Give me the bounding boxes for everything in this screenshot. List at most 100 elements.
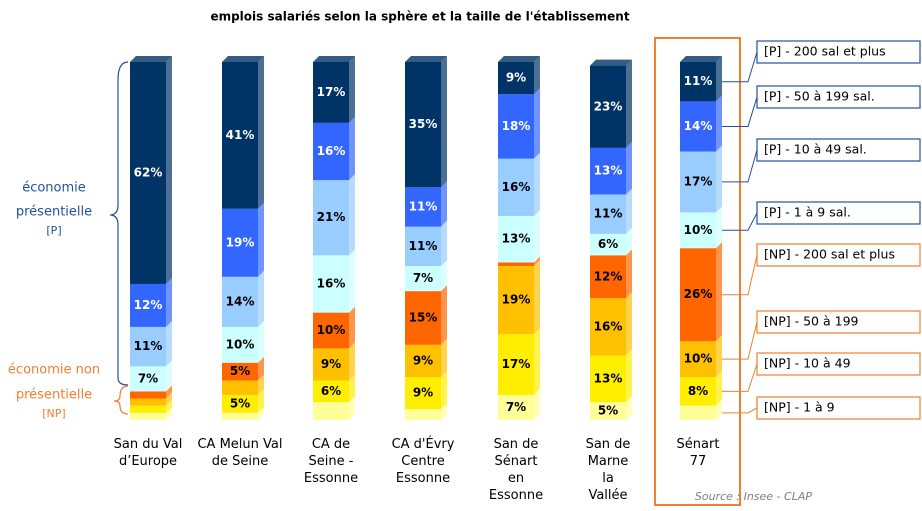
bar-side: [626, 249, 632, 299]
bar-side: [349, 116, 355, 181]
bar-side: [258, 406, 264, 420]
bar-top: [498, 56, 540, 62]
annotation: présentielle: [16, 205, 92, 220]
legend-box: [756, 310, 921, 334]
bar-segment: [222, 394, 258, 413]
data-label: 17%: [317, 85, 346, 99]
bar-side: [349, 374, 355, 403]
bar-segment: [313, 122, 349, 181]
bar-side: [349, 249, 355, 313]
bar-side: [716, 206, 722, 249]
data-label: 9%: [321, 357, 341, 371]
bar-side: [258, 202, 264, 277]
bar-segment: [313, 348, 349, 381]
data-label: 19%: [502, 293, 531, 307]
bar-segment: [680, 101, 716, 152]
bar-side: [716, 399, 722, 420]
bar-side: [534, 88, 540, 159]
data-label: 7%: [413, 271, 433, 285]
bar-segment: [405, 62, 441, 188]
bar-segment: [498, 262, 534, 267]
bar-segment: [498, 334, 534, 395]
bar-side: [166, 406, 172, 420]
bar-segment: [590, 402, 626, 420]
bar-segment: [130, 326, 166, 367]
bar-segment: [130, 412, 166, 420]
bar-side: [441, 260, 447, 292]
legend-label: [P] - 1 à 9 sal.: [764, 205, 851, 220]
bar-side: [626, 292, 632, 356]
bar-segment: [405, 409, 441, 420]
bar-segment: [680, 248, 716, 342]
bar-segment: [405, 187, 441, 227]
data-label: 35%: [409, 117, 438, 131]
data-label: 11%: [409, 199, 438, 213]
data-label: 10%: [317, 323, 346, 337]
bar-side: [258, 356, 264, 381]
legend-box: [756, 352, 921, 376]
bar-segment: [680, 62, 716, 102]
bar-side: [166, 392, 172, 406]
data-label: 18%: [502, 119, 531, 133]
legend-box: [756, 396, 921, 420]
data-label: 10%: [226, 337, 255, 351]
bar-top: [313, 56, 355, 62]
data-label: 13%: [594, 371, 623, 385]
data-label: 5%: [598, 404, 618, 418]
bar-top: [130, 56, 172, 62]
bar-segment: [680, 377, 716, 406]
x-tick-label: Sénart 77: [677, 437, 720, 469]
bar-side: [534, 260, 540, 335]
data-label: 6%: [598, 237, 618, 251]
bar-side: [166, 399, 172, 413]
bar-segment: [680, 212, 716, 249]
data-label: 14%: [684, 119, 713, 133]
bar-side: [626, 227, 632, 256]
bar-segment: [498, 266, 534, 335]
legend-connector: [722, 321, 758, 360]
bar-segment: [313, 62, 349, 123]
bar-side: [716, 242, 722, 342]
bar-segment: [222, 208, 258, 277]
bar-side: [258, 56, 264, 209]
data-label: 9%: [413, 386, 433, 400]
data-label: 12%: [134, 298, 163, 312]
bar-segment: [498, 158, 534, 216]
data-label: 16%: [502, 180, 531, 194]
highlight-box: [654, 37, 741, 506]
annotation: présentielle: [16, 388, 92, 403]
legend-box: [756, 201, 921, 225]
data-label: 10%: [684, 223, 713, 237]
data-label: 5%: [230, 364, 250, 378]
bar-segment: [498, 394, 534, 420]
bar-side: [258, 374, 264, 395]
legend-connector: [722, 363, 758, 392]
bar-side: [441, 403, 447, 420]
bar-segment: [405, 291, 441, 345]
data-label: 11%: [134, 339, 163, 353]
bar-side: [441, 338, 447, 378]
bar-side: [349, 56, 355, 123]
bar-segment: [130, 366, 166, 392]
bar-side: [166, 385, 172, 399]
bar-side: [626, 349, 632, 403]
x-tick-label: CA Melun Val de Seine: [197, 437, 282, 469]
source: Source : Insee - CLAP: [695, 490, 812, 503]
bar-side: [534, 152, 540, 216]
bar-side: [626, 396, 632, 420]
bar-side: [534, 209, 540, 263]
data-label: 13%: [594, 164, 623, 178]
x-tick-label: San de Sénart en Essonne: [489, 437, 543, 503]
bar-segment: [590, 255, 626, 299]
data-label: 10%: [684, 352, 713, 366]
bar-side: [626, 59, 632, 148]
bar-segment: [222, 362, 258, 381]
bar-side: [441, 220, 447, 267]
bar-side: [534, 328, 540, 395]
bar-side: [166, 56, 172, 284]
data-label: 6%: [321, 384, 341, 398]
data-label: 7%: [138, 371, 158, 385]
bar-top: [590, 59, 632, 66]
bar-side: [349, 342, 355, 381]
data-label: 41%: [226, 128, 255, 142]
